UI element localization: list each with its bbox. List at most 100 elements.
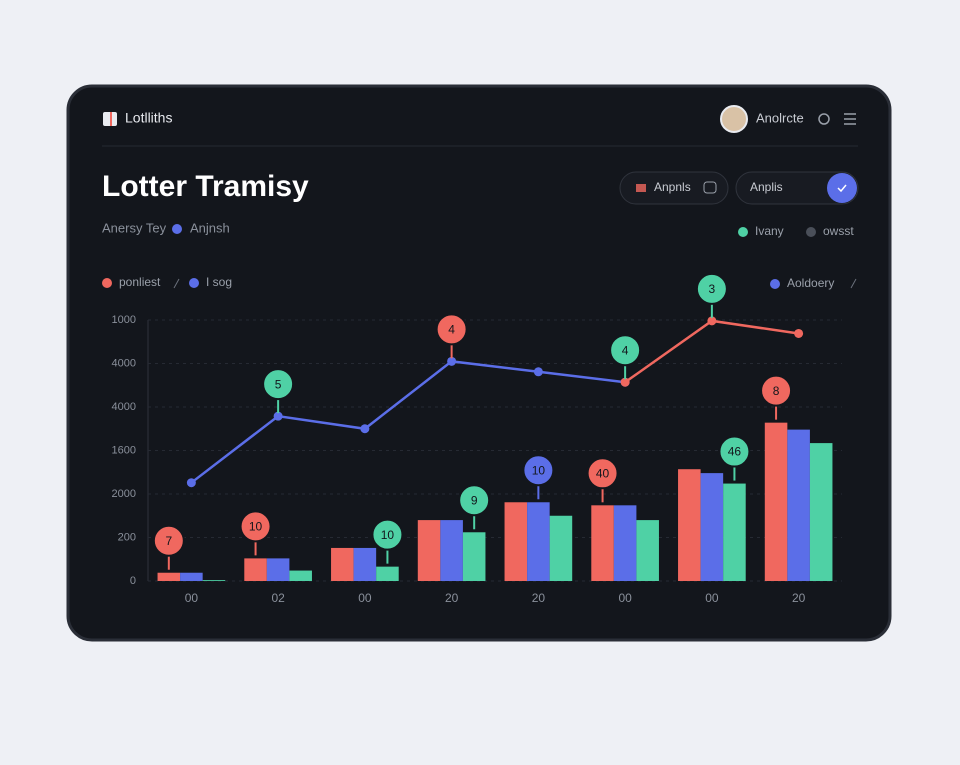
legend-label: owsst xyxy=(823,224,854,238)
y-tick-label: 200 xyxy=(118,531,136,543)
legend-label: ponliest xyxy=(119,275,161,289)
bar xyxy=(723,483,746,581)
bar xyxy=(353,547,377,581)
y-tick-label: 1000 xyxy=(112,314,136,326)
button-icon xyxy=(636,184,646,192)
bar xyxy=(764,422,788,581)
pin xyxy=(760,374,793,407)
y-tick-label: 2000 xyxy=(112,488,136,500)
x-tick-label: 02 xyxy=(271,591,285,605)
bar xyxy=(636,520,659,581)
bar xyxy=(700,473,724,581)
line-point xyxy=(273,411,283,421)
pin-label: 3 xyxy=(709,282,716,296)
pin xyxy=(435,313,468,346)
pin-label: 46 xyxy=(728,445,742,459)
button-label[interactable]: Anpnls xyxy=(654,180,691,194)
menu-icon[interactable] xyxy=(844,113,856,125)
line-point xyxy=(620,377,630,387)
bar xyxy=(244,558,267,581)
bar xyxy=(157,572,181,581)
pin xyxy=(586,457,619,490)
pin xyxy=(458,484,491,517)
y-tick-label: 1600 xyxy=(112,444,136,456)
pin xyxy=(371,518,404,551)
bar xyxy=(417,520,441,581)
bar xyxy=(591,505,614,581)
check-icon xyxy=(837,184,847,193)
pin-label: 4 xyxy=(622,343,629,357)
subtitle-dot xyxy=(172,224,182,234)
bar xyxy=(809,443,833,581)
bar xyxy=(787,429,810,581)
y-tick-label: 0 xyxy=(130,575,136,587)
filter-button[interactable] xyxy=(619,171,729,205)
bar xyxy=(289,570,312,581)
pin-label: 7 xyxy=(165,534,172,548)
pin-label: 4 xyxy=(448,322,455,336)
legend-label: Ivany xyxy=(755,224,784,238)
line xyxy=(190,360,626,484)
bar xyxy=(376,566,399,581)
apply-button[interactable] xyxy=(735,171,859,205)
brand-name: Lotlliths xyxy=(125,110,172,126)
pin xyxy=(609,334,642,367)
pin-label: 8 xyxy=(773,384,780,398)
pin xyxy=(262,368,295,401)
x-tick-label: 00 xyxy=(705,591,719,605)
line-point xyxy=(707,316,717,326)
x-tick-label: 00 xyxy=(185,591,199,605)
bar xyxy=(462,532,486,581)
legend-label: Aoldoery xyxy=(787,276,834,290)
bar xyxy=(527,502,550,581)
legend-dot xyxy=(189,278,199,288)
user-name[interactable]: Anolrcte xyxy=(756,110,804,125)
button-icon xyxy=(703,181,717,194)
pin-label: 10 xyxy=(381,528,395,542)
pin xyxy=(239,510,272,543)
subtitle-tag: Anjnsh xyxy=(190,220,230,235)
x-tick-label: 00 xyxy=(358,591,372,605)
pin xyxy=(695,272,728,305)
pin-label: 9 xyxy=(471,493,478,507)
bar xyxy=(266,558,290,581)
y-tick-label: 4000 xyxy=(112,401,136,413)
x-tick-label: 20 xyxy=(792,591,806,605)
bar xyxy=(613,505,637,581)
bar xyxy=(440,520,463,581)
x-tick-label: 20 xyxy=(445,591,459,605)
line-point xyxy=(794,328,804,338)
subtitle: Anersy Tey xyxy=(102,220,167,235)
bar xyxy=(549,515,573,581)
y-tick-label: 4000 xyxy=(112,357,136,369)
bar xyxy=(180,572,203,581)
pin xyxy=(152,524,185,557)
dashboard-title: Lotter Tramisy xyxy=(102,170,309,203)
pin-label: 10 xyxy=(532,463,546,477)
legend-dot xyxy=(770,279,780,289)
line-point xyxy=(447,356,457,366)
settings-icon[interactable] xyxy=(818,113,830,125)
legend-dot xyxy=(738,227,748,237)
pin-label: 10 xyxy=(249,520,263,534)
bar xyxy=(202,580,226,581)
x-tick-label: 00 xyxy=(618,591,632,605)
legend-dot xyxy=(806,227,816,237)
pin-label: 5 xyxy=(275,377,282,391)
line-point xyxy=(360,424,370,434)
line-point xyxy=(533,367,543,377)
user-avatar[interactable] xyxy=(720,105,748,133)
confirm-button[interactable] xyxy=(827,173,857,203)
bar xyxy=(331,547,354,581)
bar xyxy=(504,502,528,581)
bar xyxy=(678,469,701,581)
pin-label: 40 xyxy=(596,466,610,480)
x-tick-label: 20 xyxy=(532,591,546,605)
pin xyxy=(718,435,751,468)
button-label[interactable]: Anplis xyxy=(750,180,783,194)
legend-label: I sog xyxy=(206,275,232,289)
legend-separator xyxy=(173,278,857,289)
